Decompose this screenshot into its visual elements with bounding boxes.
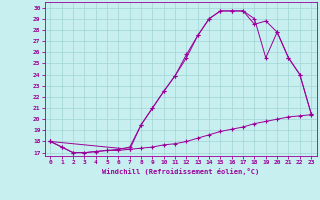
X-axis label: Windchill (Refroidissement éolien,°C): Windchill (Refroidissement éolien,°C)	[102, 168, 260, 175]
